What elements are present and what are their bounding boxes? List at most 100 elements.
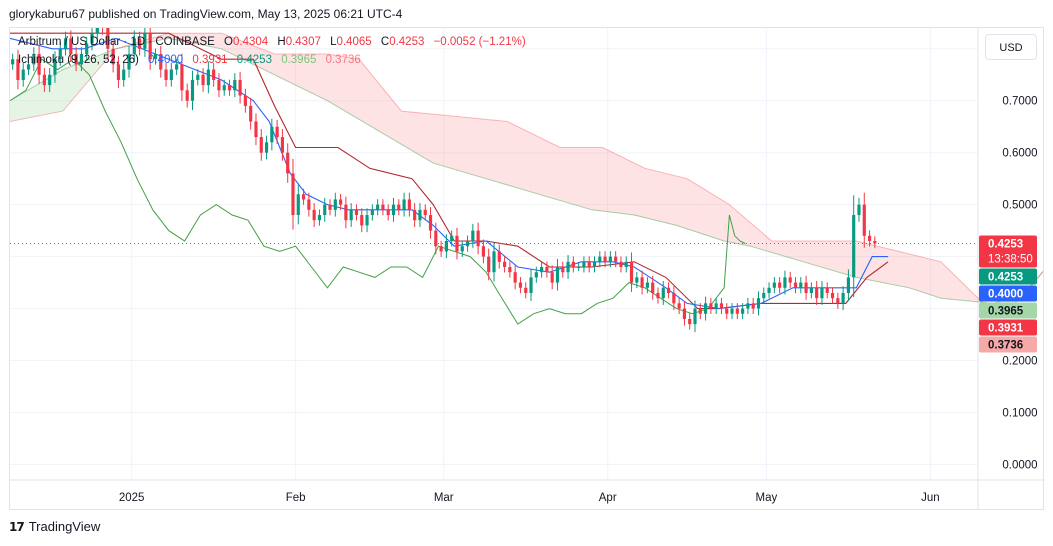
chart-frame[interactable]: 0.80000.70000.60000.50000.40000.30000.20… (9, 27, 1044, 510)
price-label-bg (979, 285, 1037, 302)
candle-body (513, 272, 517, 283)
price-label: 0.4253 13:38:50 (979, 235, 1037, 268)
leading-span-a (10, 37, 1043, 304)
candle (185, 83, 189, 108)
candle-body (862, 204, 866, 236)
tradingview-logo-icon: 17 (9, 519, 25, 534)
candle-body (703, 303, 708, 314)
cloud-segment (279, 53, 286, 80)
cloud-segment (792, 241, 799, 261)
candle (95, 28, 99, 42)
candle (751, 297, 755, 315)
candle (492, 242, 496, 282)
candle (85, 36, 89, 61)
cloud-segment (697, 185, 703, 235)
cloud-segment (374, 78, 381, 132)
legend-title[interactable]: Arbitrum / US Dollar · 1D · COINBASE (18, 36, 215, 48)
candle (545, 261, 549, 278)
cloud-segment (300, 53, 307, 91)
candle-body (688, 318, 692, 325)
tradingview-logo[interactable]: 17 TradingView (9, 519, 100, 534)
candle-body (42, 74, 46, 86)
candle (370, 204, 374, 221)
candle (788, 271, 792, 289)
cloud-segment (25, 88, 32, 119)
cloud-segment (337, 55, 344, 111)
cloud-segment (359, 59, 365, 123)
candle-body (106, 28, 110, 49)
cloud-segment (655, 170, 661, 222)
candle (53, 51, 57, 83)
candle (418, 203, 422, 227)
cloud-segment (761, 231, 767, 251)
cloud-segment (99, 52, 106, 68)
candle-body (772, 282, 776, 288)
legend-close: 0.4253 (389, 36, 425, 48)
chart-canvas[interactable]: 0.80000.70000.60000.50000.40000.30000.20… (10, 28, 1043, 509)
candle-body (153, 53, 158, 60)
candle (598, 251, 602, 268)
cloud-segment (396, 104, 402, 145)
candle (698, 303, 702, 320)
cloud-segment (480, 118, 487, 179)
candle (529, 269, 533, 302)
candle-body (90, 33, 94, 44)
candle (153, 48, 158, 65)
candle-body (296, 194, 300, 216)
candle-body (270, 126, 274, 143)
candle (502, 256, 507, 273)
candle (349, 203, 353, 227)
candle (608, 251, 612, 268)
x-tick-label: Feb (286, 492, 306, 504)
currency-button[interactable]: USD (985, 34, 1037, 60)
cloud-segment (718, 198, 725, 242)
candle (143, 28, 147, 57)
candle (37, 44, 41, 85)
candle (249, 97, 253, 130)
price-label-bg (979, 319, 1037, 336)
candle (48, 68, 52, 92)
cloud-segment (200, 33, 206, 46)
candle (703, 296, 708, 321)
cloud-segment (417, 112, 423, 157)
candle (614, 251, 618, 268)
cloud-segment (316, 53, 323, 99)
candle (804, 275, 808, 300)
candle-body (450, 235, 454, 242)
price-label: 0.4253 (979, 268, 1037, 285)
cloud-segment (575, 147, 582, 207)
cloud-segment (285, 53, 291, 83)
candle (206, 61, 210, 94)
candle (333, 192, 337, 217)
candle-body (307, 199, 311, 210)
candle (434, 222, 438, 255)
candle-body (661, 287, 665, 299)
cloud-segment (242, 41, 249, 62)
cloud-segment (189, 33, 196, 44)
cloud-segment (433, 114, 439, 165)
candle (32, 47, 36, 72)
publisher-line: glorykaburu67 published on TradingView.c… (9, 7, 403, 21)
candle-body (582, 261, 586, 267)
cloud-segment (269, 51, 275, 75)
y-tick-label: 0.1000 (1002, 407, 1037, 419)
candle-body (841, 292, 845, 304)
candle (286, 143, 290, 183)
candle-body (751, 303, 755, 309)
candle-body (48, 74, 52, 86)
candle-body (577, 266, 581, 268)
cloud-segment (776, 241, 783, 256)
legend-indicator-name[interactable]: Ichimoku (9, 26, 52, 26) (18, 54, 139, 66)
legend-symbol-line: Arbitrum / US Dollar · 1D · COINBASE O0.… (18, 36, 526, 48)
candle-body (746, 303, 750, 309)
cloud-segment (771, 241, 777, 254)
cloud-segment (470, 117, 476, 176)
price-label-text: 0.3931 (988, 322, 1024, 334)
cloud-segment (62, 67, 69, 112)
candle-body (830, 292, 835, 299)
candle-body (439, 246, 443, 252)
candle-body (312, 209, 316, 221)
cloud-segment (15, 94, 21, 121)
candle-body (492, 251, 496, 273)
x-tick-label: May (756, 492, 778, 504)
